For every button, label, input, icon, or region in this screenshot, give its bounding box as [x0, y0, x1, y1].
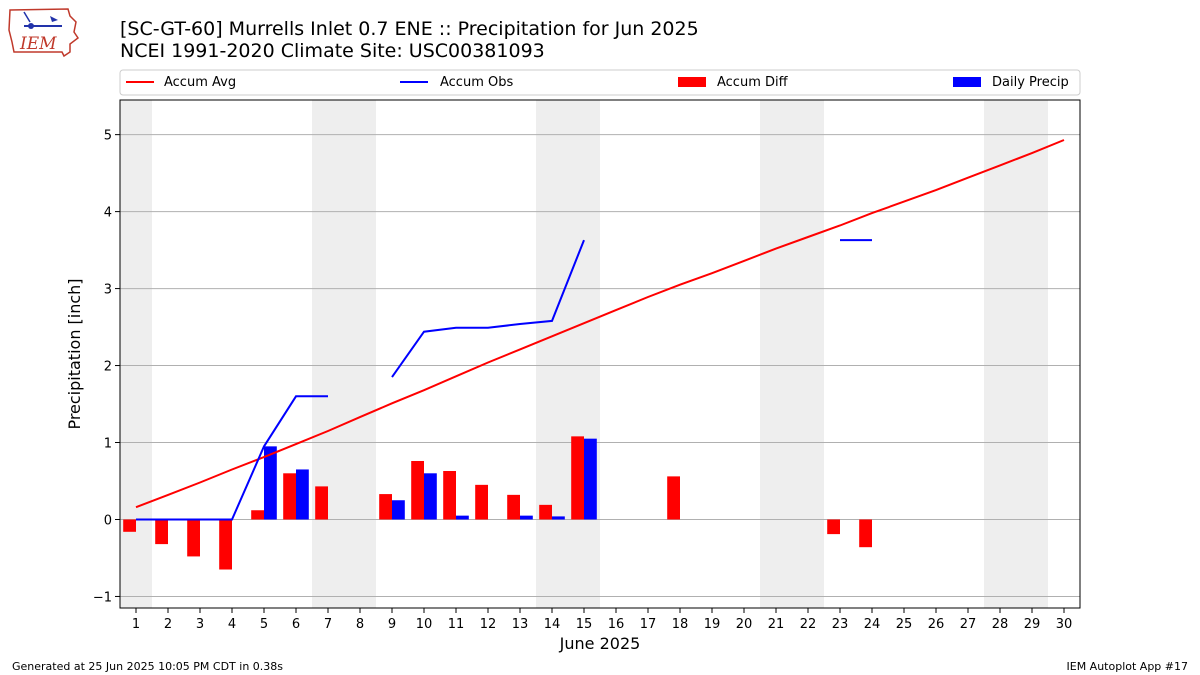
accum-obs-line — [136, 395, 328, 521]
chart-subtitle: NCEI 1991-2020 Climate Site: USC00381093 — [120, 40, 545, 62]
accum-diff-bar — [571, 436, 584, 520]
x-tick-label: 29 — [1024, 617, 1041, 632]
x-tick-label: 10 — [416, 617, 433, 632]
x-tick-label: 7 — [324, 617, 332, 632]
x-tick-label: 18 — [672, 617, 689, 632]
x-tick-label: 26 — [928, 617, 945, 632]
chart-title: [SC-GT-60] Murrells Inlet 0.7 ENE :: Pre… — [120, 18, 699, 40]
legend-label-accum-diff: Accum Diff — [717, 75, 789, 90]
accum-diff-bar — [315, 486, 328, 520]
daily-precip-bar — [456, 515, 469, 520]
accum-diff-bar — [155, 519, 168, 545]
x-tick-label: 14 — [544, 617, 561, 632]
legend-box — [119, 69, 1081, 96]
x-tick-label: 12 — [480, 617, 497, 632]
x-tick-label: 8 — [356, 617, 364, 632]
plot-frame — [119, 99, 1081, 609]
accum-avg-line — [135, 139, 1065, 509]
lines — [135, 139, 1065, 521]
x-tick-label: 28 — [992, 617, 1009, 632]
x-tick-label: 1 — [132, 617, 140, 632]
y-gridlines — [120, 134, 1080, 597]
x-tick-label: 17 — [640, 617, 657, 632]
weekend-band — [760, 100, 792, 608]
x-tick-label: 27 — [960, 617, 977, 632]
accum-diff-bar — [411, 460, 424, 520]
y-tick-label: −1 — [93, 590, 112, 605]
legend-swatch-daily-precip — [953, 77, 981, 87]
y-tick-label: 2 — [104, 360, 112, 375]
generated-timestamp: Generated at 25 Jun 2025 10:05 PM CDT in… — [12, 660, 284, 673]
y-axis-label: Precipitation [inch] — [65, 278, 84, 429]
x-tick-label: 22 — [800, 617, 817, 632]
x-tick-label: 6 — [292, 617, 300, 632]
weekend-band — [312, 100, 344, 608]
x-tick-label: 23 — [832, 617, 849, 632]
daily-precip-bar — [424, 473, 437, 520]
accum-diff-bar — [219, 519, 232, 570]
daily-precip-bar — [392, 500, 405, 520]
x-tick-label: 25 — [896, 617, 913, 632]
iowa-outline — [8, 8, 80, 58]
accum-diff-bar — [443, 470, 456, 520]
accum-diff-bar — [379, 494, 392, 520]
accum-diff-bar — [475, 484, 488, 520]
bars — [123, 436, 872, 570]
y-tick-label: 5 — [104, 129, 112, 144]
accum-obs-line — [391, 239, 585, 378]
weekend-band — [1016, 100, 1048, 608]
legend-label-daily-precip: Daily Precip — [992, 75, 1069, 90]
y-tick-label: 3 — [104, 283, 112, 298]
x-axis-ticks: 1 2 3 4 5 6 7 8 9 10 11 12 13 14 15 16 17 18 19 20 21 22 23 24 2… — [132, 608, 1072, 632]
y-axis-ticks: −1 0 1 2 3 4 5 — [93, 129, 120, 605]
accum-diff-bar — [251, 510, 264, 520]
legend: Accum Avg Accum Obs Accum Diff Daily Pre… — [119, 69, 1081, 96]
y-tick-label: 0 — [104, 513, 112, 528]
x-axis-label: June 2025 — [559, 634, 641, 653]
x-tick-label: 5 — [260, 617, 268, 632]
x-tick-label: 11 — [448, 617, 465, 632]
accum-diff-bar — [827, 519, 840, 535]
accum-diff-bar — [123, 519, 136, 532]
x-tick-label: 20 — [736, 617, 753, 632]
daily-precip-bar — [296, 469, 309, 520]
weekend-band — [536, 100, 568, 608]
x-tick-label: 4 — [228, 617, 236, 632]
x-tick-label: 21 — [768, 617, 785, 632]
x-tick-label: 13 — [512, 617, 529, 632]
accum-diff-bar — [667, 476, 680, 520]
x-tick-label: 15 — [576, 617, 593, 632]
x-tick-label: 24 — [864, 617, 881, 632]
legend-label-accum-obs: Accum Obs — [440, 75, 513, 90]
y-tick-label: 4 — [104, 206, 112, 221]
x-tick-label: 3 — [196, 617, 204, 632]
daily-precip-bar — [584, 438, 597, 520]
weekend-band — [568, 100, 600, 608]
x-tick-label: 2 — [164, 617, 172, 632]
y-tick-label: 1 — [104, 437, 112, 452]
weekend-band — [984, 100, 1016, 608]
daily-precip-bar — [264, 446, 277, 520]
accum-diff-bar — [859, 519, 872, 548]
x-tick-label: 9 — [388, 617, 396, 632]
x-tick-label: 30 — [1056, 617, 1073, 632]
logo-text: IEM — [19, 34, 57, 54]
accum-diff-bar — [539, 504, 552, 520]
daily-precip-bar — [552, 516, 565, 520]
app-label: IEM Autoplot App #17 — [1066, 660, 1189, 673]
accum-diff-bar — [283, 473, 296, 520]
weekend-band — [344, 100, 376, 608]
accum-diff-bar — [187, 519, 200, 557]
iem-logo: IEM — [8, 8, 80, 58]
legend-label-accum-avg: Accum Avg — [164, 75, 236, 90]
weekend-band — [792, 100, 824, 608]
x-tick-label: 19 — [704, 617, 721, 632]
accum-diff-bar — [507, 494, 520, 520]
daily-precip-bar — [520, 515, 533, 520]
x-tick-label: 16 — [608, 617, 625, 632]
weekend-shading — [120, 100, 1048, 608]
legend-swatch-accum-diff — [678, 77, 706, 87]
